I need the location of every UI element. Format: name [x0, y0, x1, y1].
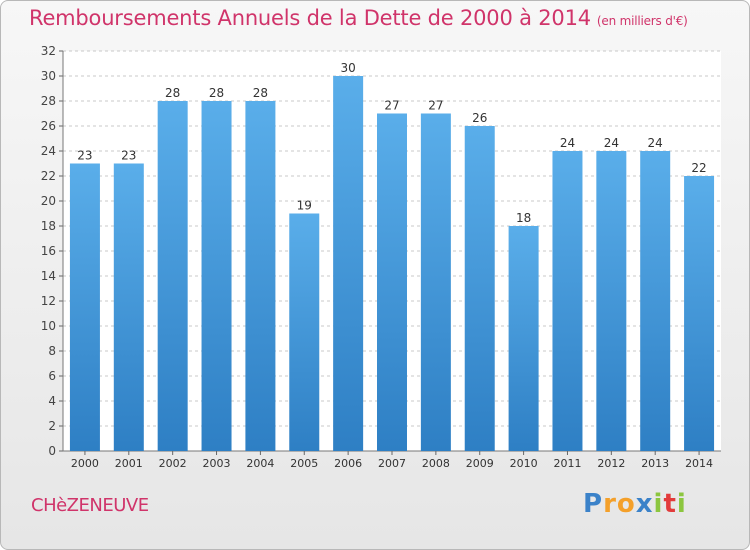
bar-value-label: 24 — [648, 136, 663, 150]
bar-value-label: 27 — [428, 99, 443, 113]
bar-value-label: 23 — [77, 149, 92, 163]
x-tick-label: 2014 — [685, 457, 713, 470]
bar — [289, 213, 320, 451]
y-tick-label: 24 — [41, 144, 56, 158]
logo-letter: x — [635, 489, 654, 519]
y-tick-label: 12 — [41, 294, 56, 308]
y-tick-label: 16 — [41, 244, 56, 258]
bar-value-label: 19 — [297, 199, 312, 213]
y-tick-label: 0 — [48, 444, 56, 458]
x-tick-label: 2009 — [466, 457, 494, 470]
chart-title-text: Remboursements Annuels de la Dette de 20… — [29, 6, 591, 30]
bar — [333, 76, 364, 451]
x-tick-label: 2012 — [597, 457, 625, 470]
bar — [552, 151, 583, 451]
y-tick-label: 6 — [48, 369, 56, 383]
y-tick-label: 30 — [41, 69, 56, 83]
logo-letter: i — [653, 489, 664, 519]
bar-value-label: 28 — [253, 86, 268, 100]
chart-title: Remboursements Annuels de la Dette de 20… — [29, 6, 688, 30]
y-tick-label: 18 — [41, 219, 56, 233]
bar-value-label: 23 — [121, 149, 136, 163]
y-tick-label: 10 — [41, 319, 56, 333]
logo-letter: t — [663, 489, 677, 519]
bar-value-label: 22 — [691, 161, 706, 175]
x-tick-label: 2003 — [203, 457, 231, 470]
y-tick-label: 20 — [41, 194, 56, 208]
bar-value-label: 28 — [165, 86, 180, 100]
x-tick-label: 2004 — [246, 457, 274, 470]
commune-name: CHèZENEUVE — [31, 495, 149, 516]
y-tick-label: 2 — [48, 419, 56, 433]
y-tick-label: 26 — [41, 119, 56, 133]
y-tick-label: 4 — [48, 394, 56, 408]
logo-letter: i — [676, 489, 687, 519]
bar — [377, 113, 407, 451]
x-tick-label: 2008 — [422, 457, 450, 470]
x-tick-label: 2013 — [641, 457, 669, 470]
logo-letter: P — [583, 489, 604, 519]
bar-value-label: 30 — [340, 61, 355, 75]
bar — [157, 101, 188, 451]
chart-subtitle: (en milliers d'€) — [596, 14, 688, 28]
y-tick-label: 22 — [41, 169, 56, 183]
x-tick-label: 2011 — [553, 457, 581, 470]
y-tick-label: 14 — [41, 269, 56, 283]
logo-letter: o — [616, 489, 636, 519]
bar-value-label: 27 — [384, 99, 399, 113]
bar — [113, 163, 144, 451]
x-tick-label: 2005 — [290, 457, 318, 470]
bar — [640, 151, 671, 451]
bar — [596, 151, 627, 451]
x-tick-label: 2000 — [71, 457, 99, 470]
bar — [684, 176, 715, 451]
x-tick-label: 2002 — [159, 457, 187, 470]
y-tick-label: 28 — [41, 94, 56, 108]
bar-value-label: 24 — [560, 136, 575, 150]
bar-value-label: 28 — [209, 86, 224, 100]
bar — [201, 101, 232, 451]
x-tick-label: 2001 — [115, 457, 143, 470]
proxiti-logo: Proxiti — [583, 489, 687, 519]
bar — [420, 113, 451, 451]
bar — [69, 163, 100, 451]
bar — [464, 126, 495, 451]
bar-value-label: 26 — [472, 111, 487, 125]
bar — [245, 101, 276, 451]
y-tick-label: 8 — [48, 344, 56, 358]
bar-value-label: 24 — [604, 136, 619, 150]
logo-letter: r — [603, 489, 617, 519]
x-tick-label: 2007 — [378, 457, 406, 470]
bar — [508, 226, 539, 451]
y-tick-label: 32 — [41, 44, 56, 58]
bar-value-label: 18 — [516, 211, 531, 225]
x-tick-label: 2006 — [334, 457, 362, 470]
x-tick-label: 2010 — [510, 457, 538, 470]
